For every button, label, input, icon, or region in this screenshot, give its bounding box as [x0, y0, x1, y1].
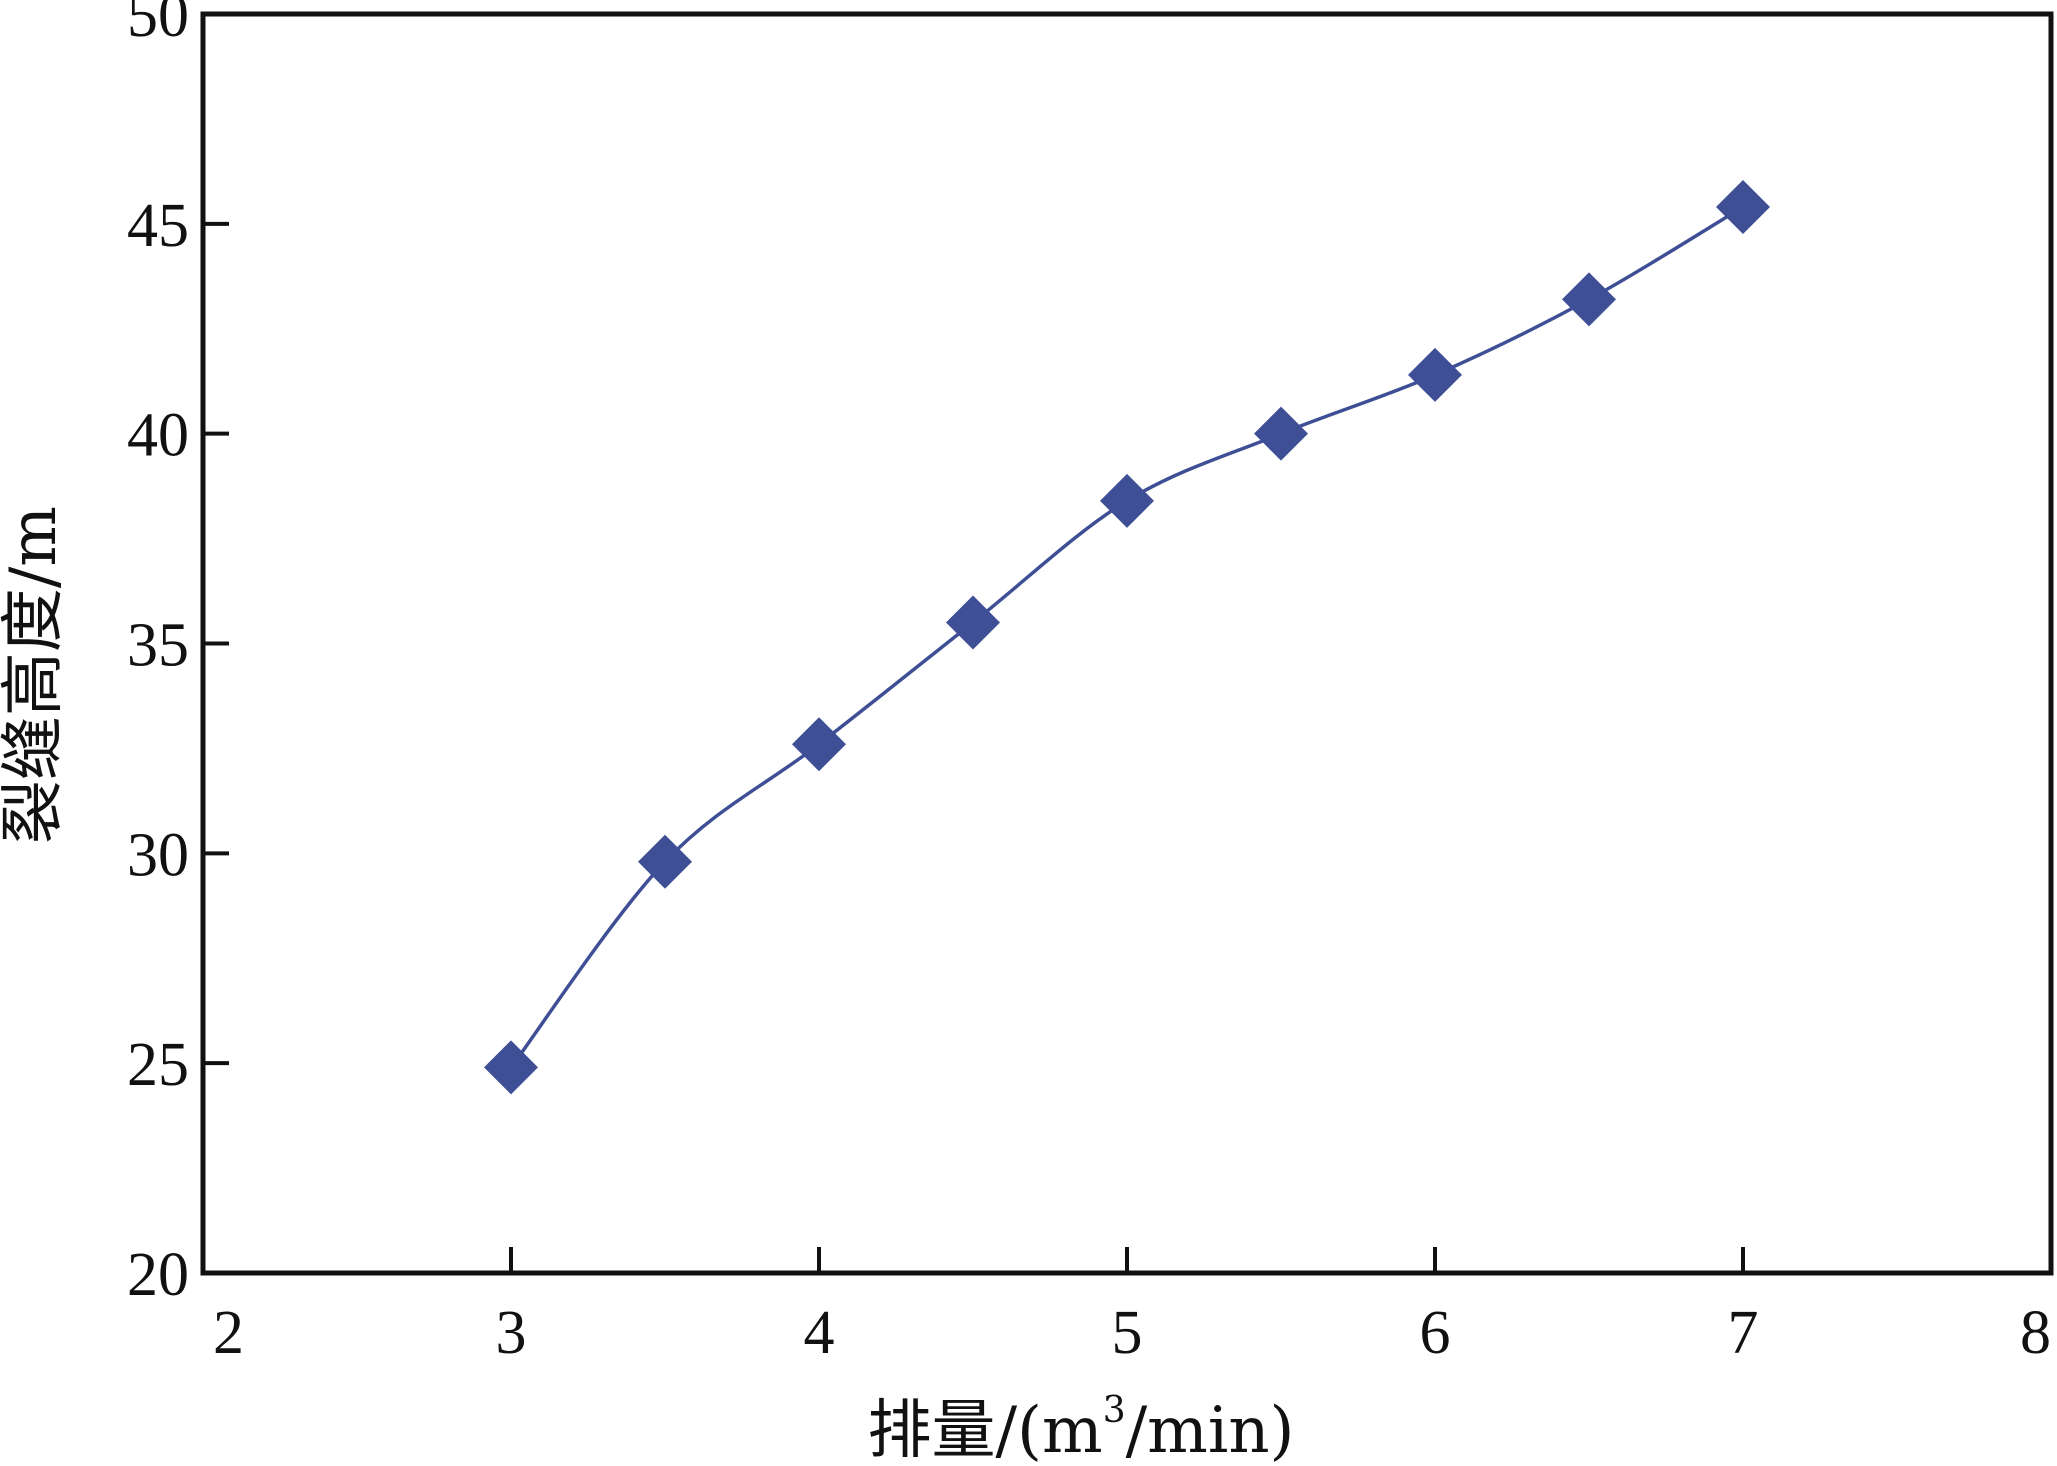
y-axis-ticks [203, 221, 229, 1066]
data-point-2 [638, 834, 692, 889]
y-axis-tick-labels: 20 25 30 35 40 45 50 [127, 0, 189, 1309]
y-tick-label-25: 25 [127, 1031, 189, 1099]
data-point-3 [792, 717, 846, 772]
data-point-8 [1562, 272, 1616, 327]
data-point-1 [484, 1040, 538, 1095]
y-tick-label-50: 50 [127, 0, 189, 50]
y-tick-label-45: 45 [127, 192, 189, 260]
x-tick-label-7: 7 [1728, 1299, 1759, 1367]
data-point-6 [1254, 406, 1308, 461]
x-tick-label-3: 3 [496, 1299, 527, 1367]
data-point-4 [946, 595, 1000, 650]
x-tick-label-5: 5 [1112, 1299, 1143, 1367]
series-line [509, 205, 1744, 1069]
series-markers [484, 180, 1770, 1095]
x-tick-label-8: 8 [2020, 1299, 2051, 1367]
data-point-9 [1716, 180, 1770, 235]
plot-frame [200, 11, 2054, 1276]
y-tick-label-20: 20 [127, 1241, 189, 1309]
data-point-7 [1408, 347, 1462, 402]
x-tick-label-4: 4 [804, 1299, 835, 1367]
x-axis-title: 排量/(m3/min) [867, 1390, 1294, 1466]
y-tick-label-35: 35 [127, 612, 189, 680]
x-axis-tick-labels: 2 3 4 5 6 7 8 [213, 1299, 2051, 1367]
x-tick-label-2: 2 [213, 1299, 244, 1367]
y-tick-label-40: 40 [127, 402, 189, 470]
x-tick-label-6: 6 [1420, 1299, 1451, 1367]
y-axis-title: 裂缝高度/m [0, 506, 71, 844]
y-tick-label-30: 30 [127, 821, 189, 889]
data-point-5 [1100, 473, 1154, 528]
x-axis-ticks [509, 1247, 1745, 1273]
